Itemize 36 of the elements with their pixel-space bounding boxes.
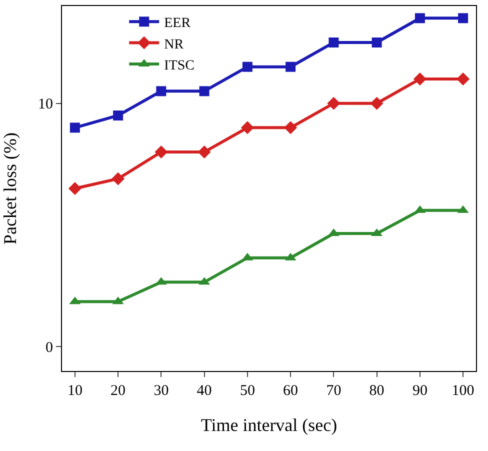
y-axis-title: Packet loss (%) — [0, 132, 20, 244]
point — [70, 122, 80, 133]
x-tick-label: 60 — [283, 383, 298, 399]
point — [154, 146, 168, 158]
point — [242, 62, 252, 72]
legend-label: EER — [164, 16, 192, 32]
point — [284, 121, 298, 134]
y-tick-label: 0 — [46, 340, 53, 356]
point — [327, 96, 340, 110]
point — [370, 96, 384, 110]
point — [112, 172, 125, 186]
x-tick-label: 100 — [452, 383, 474, 399]
x-tick-label: 90 — [412, 383, 428, 399]
point — [372, 38, 382, 48]
point — [286, 62, 296, 72]
point — [413, 72, 426, 86]
point — [156, 86, 166, 96]
point — [198, 146, 211, 158]
point — [113, 110, 124, 120]
point — [199, 86, 210, 96]
legend-label: NR — [164, 37, 184, 52]
point — [68, 182, 82, 195]
point — [240, 121, 254, 134]
x-tick-label: 30 — [154, 383, 169, 399]
point — [456, 72, 470, 86]
point — [414, 13, 425, 24]
legend-label: ITSC — [164, 58, 194, 74]
point — [328, 38, 339, 48]
x-tick-label: 10 — [67, 383, 82, 399]
x-tick-label: 50 — [240, 383, 255, 399]
x-tick-label: 40 — [196, 383, 212, 399]
point — [458, 13, 468, 24]
x-tick-label: 20 — [110, 383, 126, 399]
x-tick-label: 70 — [326, 383, 342, 399]
x-axis-title: Time interval (sec) — [200, 415, 338, 436]
x-tick-label: 80 — [369, 383, 384, 399]
